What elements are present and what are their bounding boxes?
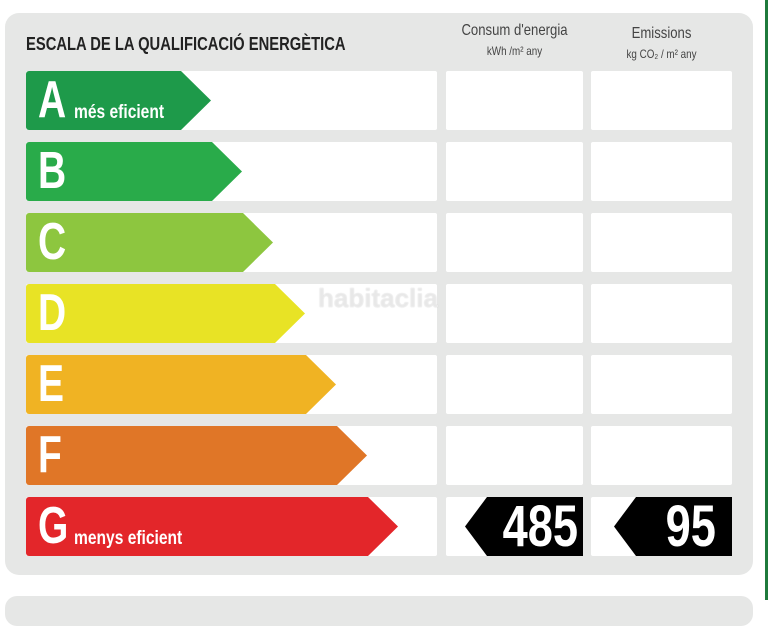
rating-row-e: E: [0, 355, 768, 414]
emissions-badge: 95: [614, 497, 732, 556]
emissions-cell: [591, 284, 732, 343]
emissions-header: Emissions kg CO₂ / m² any: [604, 25, 720, 61]
label-title: ESCALA DE LA QUALIFICACIÓ ENERGÈTICA: [26, 34, 346, 54]
rating-row-c: C: [0, 213, 768, 272]
consumption-unit: kWh /m² any: [486, 44, 543, 58]
class-arrow: D: [26, 284, 305, 343]
class-letter: A: [38, 71, 67, 129]
emissions-cell: [591, 426, 732, 485]
class-letter: B: [38, 142, 67, 200]
consumption-cell: [446, 355, 583, 414]
emissions-cell: [591, 355, 732, 414]
class-letter: E: [38, 355, 65, 413]
class-arrow: G menys eficient: [26, 497, 398, 556]
consumption-label: Consum d'energia: [461, 22, 568, 39]
watermark-logo: habitaclia: [318, 283, 438, 313]
consumption-value: 485: [502, 494, 579, 559]
class-letter: F: [38, 426, 62, 484]
class-arrow: F: [26, 426, 367, 485]
consumption-badge: 485: [465, 497, 583, 556]
consumption-cell: [446, 284, 583, 343]
edge-border: [765, 0, 768, 600]
rating-row-b: B: [0, 142, 768, 201]
class-arrow: E: [26, 355, 336, 414]
rating-row-f: F: [0, 426, 768, 485]
emissions-cell: [591, 213, 732, 272]
emissions-label: Emissions: [631, 25, 692, 42]
consumption-cell: [446, 213, 583, 272]
rating-row-a: A més eficient: [0, 71, 768, 130]
emissions-cell: [591, 71, 732, 130]
emissions-unit: kg CO₂ / m² any: [626, 47, 697, 61]
consumption-header: Consum d'energia kWh /m² any: [458, 22, 570, 58]
class-arrow: C: [26, 213, 273, 272]
emissions-cell: [591, 142, 732, 201]
emissions-value: 95: [666, 494, 717, 559]
class-letter: G: [38, 497, 69, 555]
class-letter: C: [38, 213, 67, 271]
class-arrow: B: [26, 142, 242, 201]
class-letter: D: [38, 284, 67, 342]
lower-panel: [5, 596, 753, 626]
rating-row-d: D: [0, 284, 768, 343]
class-arrow: A més eficient: [26, 71, 211, 130]
rating-row-g: G menys eficient 485 95: [0, 497, 768, 556]
consumption-cell: [446, 142, 583, 201]
class-subtitle: més eficient: [74, 102, 165, 123]
consumption-cell: [446, 426, 583, 485]
consumption-cell: [446, 71, 583, 130]
class-subtitle: menys eficient: [74, 528, 183, 549]
